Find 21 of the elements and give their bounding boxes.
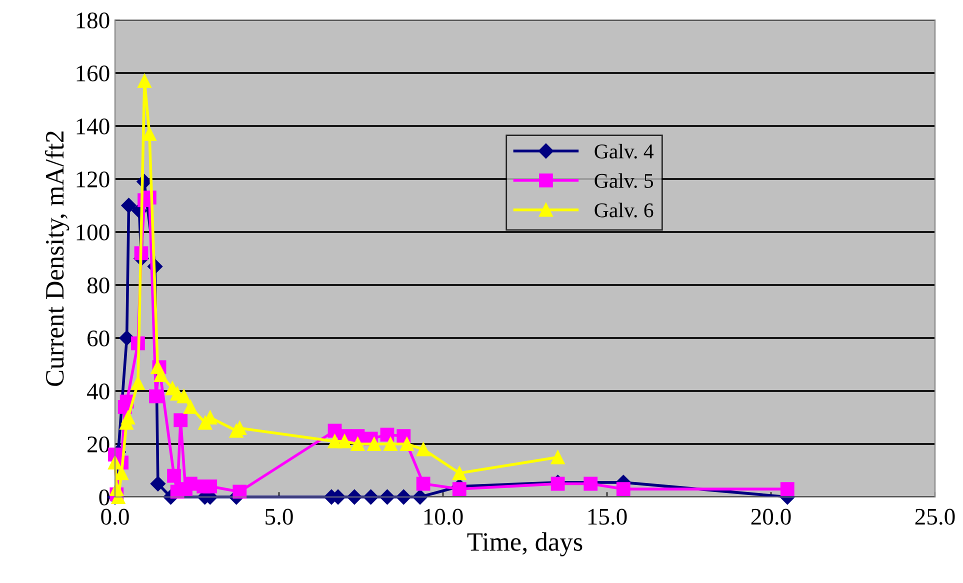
x-tick-label: 0.0	[101, 508, 129, 525]
legend-label: Galv. 4	[594, 144, 654, 159]
x-tick-label: 20.0	[751, 508, 791, 525]
legend-label: Galv. 5	[594, 173, 654, 188]
y-axis-title: Current Density, mA/ft2	[44, 131, 70, 386]
y-tick-label: 160	[76, 65, 110, 82]
y-tick-label: 60	[88, 330, 110, 346]
y-tick-label: 140	[76, 118, 110, 134]
y-tick-label: 20	[88, 436, 110, 452]
y-tick-label: 180	[76, 12, 110, 28]
y-tick-label: 80	[87, 277, 110, 294]
x-tick-label: 15.0	[588, 508, 627, 525]
y-tick-label: 120	[76, 171, 110, 188]
x-axis-title: Time, days	[467, 532, 582, 556]
x-tick-label: 25.0	[915, 508, 955, 525]
legend-label: Galv. 6	[594, 202, 654, 218]
y-tick-label: 40	[86, 383, 110, 400]
x-tick-label: 10.0	[424, 508, 463, 525]
y-tick-label: 0	[99, 489, 110, 506]
y-tick-label: 100	[76, 224, 110, 240]
x-tick-label: 5.0	[266, 508, 293, 525]
